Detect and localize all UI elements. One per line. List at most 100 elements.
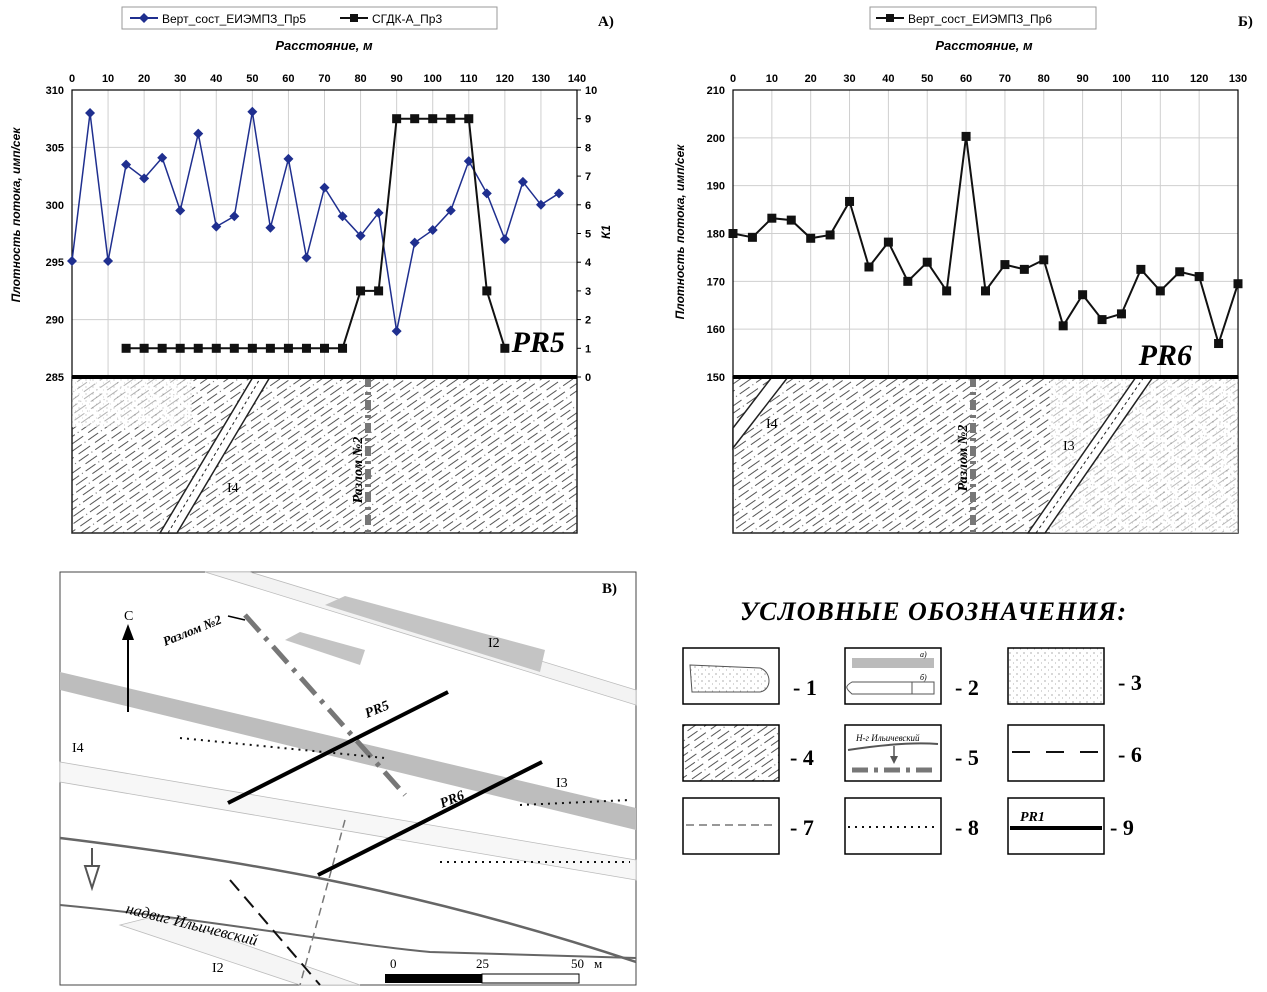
- x-tick-label: 130: [532, 73, 550, 85]
- y2-tick-label: 1: [585, 343, 591, 355]
- profile-label-pr6: PR6: [1138, 339, 1192, 372]
- data-point: [229, 211, 240, 222]
- data-point: [211, 221, 222, 232]
- data-point: [265, 343, 275, 353]
- data-point: [1058, 321, 1068, 331]
- data-point: [392, 114, 402, 124]
- x-tick-label: 30: [174, 73, 186, 85]
- data-point: [121, 343, 131, 353]
- y-tick-label: 150: [707, 372, 725, 384]
- series-line: [126, 117, 506, 350]
- chart-a-ylabel: Плотность потока, имп/сек: [9, 127, 23, 303]
- data-point: [193, 128, 204, 139]
- panel-label-b: Б): [1238, 14, 1253, 30]
- x-tick-label: 100: [1112, 73, 1130, 85]
- chart-a-legend: Верт_сост_ЕИЭМПЗ_Пр5 СГДК-А_Пр3: [121, 6, 498, 30]
- legend-9-text: PR1: [1020, 810, 1045, 825]
- x-tick-label: 90: [391, 73, 403, 85]
- data-point: [464, 114, 474, 124]
- y2-tick-label: 10: [585, 85, 597, 97]
- legend-num-7: - 7: [790, 815, 814, 840]
- section-a: Разлом №2 I4: [71, 375, 578, 534]
- data-point: [922, 257, 932, 267]
- map-panel: С Разлом №2 надвиг Ильичевский PR5 PR6 I…: [59, 571, 637, 986]
- data-point: [211, 343, 221, 353]
- data-point: [283, 343, 293, 353]
- legend-series-sgdk: СГДК-А_Пр3: [372, 12, 442, 26]
- data-point: [157, 152, 168, 163]
- data-point: [1039, 255, 1049, 265]
- data-point: [247, 106, 258, 117]
- y2-tick-label: 2: [585, 315, 591, 327]
- data-point: [1019, 264, 1029, 274]
- x-tick-label: 40: [210, 73, 222, 85]
- data-point: [961, 131, 971, 141]
- x-tick-label: 80: [1038, 73, 1050, 85]
- y-tick-label: 200: [707, 133, 725, 145]
- data-point: [463, 156, 474, 167]
- x-tick-label: 40: [882, 73, 894, 85]
- data-point: [806, 233, 816, 243]
- chart-a-y2label: К1: [599, 225, 613, 239]
- data-point: [845, 196, 855, 206]
- data-point: [1155, 286, 1165, 296]
- panel-label-a: А): [598, 14, 614, 30]
- data-point: [786, 215, 796, 225]
- y2-tick-label: 5: [585, 229, 591, 241]
- data-point: [942, 286, 952, 296]
- x-tick-label: 50: [921, 73, 933, 85]
- data-point: [67, 256, 77, 267]
- x-tick-label: 50: [246, 73, 258, 85]
- x-tick-label: 110: [1151, 73, 1169, 85]
- chart-a-xlabel: Расстояние, м: [275, 38, 373, 53]
- data-point: [446, 114, 456, 124]
- chart-a-series-sgdk: [121, 114, 510, 353]
- y-tick-label: 180: [707, 229, 725, 241]
- x-tick-label: 0: [69, 73, 75, 85]
- data-point: [121, 159, 132, 170]
- chart-b-xlabel: Расстояние, м: [935, 38, 1033, 53]
- data-point: [1136, 264, 1146, 274]
- panel-label-v: В): [602, 581, 617, 597]
- chart-b-legend: Верт_сост_ЕИЭМПЗ_Пр6: [869, 6, 1097, 30]
- data-point: [1175, 267, 1185, 277]
- data-point: [481, 188, 492, 199]
- legend-num-9: - 9: [1110, 815, 1134, 840]
- x-tick-label: 10: [766, 73, 778, 85]
- legend-2a: а): [920, 650, 927, 659]
- y2-tick-label: 6: [585, 200, 591, 212]
- chart-a-series-pr5: [67, 106, 564, 337]
- x-tick-label: 110: [460, 73, 478, 85]
- chart-a-axes: 0 10 20 30 40 50 60 70 80 90 100 110 120 130 140285290…: [46, 73, 598, 384]
- data-point: [337, 211, 348, 222]
- data-point: [1214, 339, 1224, 349]
- y-tick-label: 160: [707, 324, 725, 336]
- y-tick-label: 310: [46, 85, 64, 97]
- data-point: [175, 205, 186, 216]
- legend-2b: б): [920, 673, 927, 682]
- data-point: [139, 173, 150, 184]
- chart-b: Верт_сост_ЕИЭМПЗ_Пр6 Б) Расстояние, м 0 1…: [673, 6, 1253, 384]
- data-point: [864, 262, 874, 272]
- y-tick-label: 190: [707, 181, 725, 193]
- y2-tick-label: 3: [585, 286, 591, 298]
- chart-b-axes: 0 10 20 30 40 50 60 70 80 90 100 110 120 130 150 160 170…: [707, 73, 1248, 384]
- data-point: [500, 343, 510, 353]
- scale-tick-25: 25: [476, 956, 489, 971]
- chart-b-grid: [732, 89, 1239, 378]
- section-a-fault-label: Разлом №2: [351, 437, 366, 504]
- data-point: [319, 182, 330, 193]
- chart-a: Верт_сост_ЕИЭМПЗ_Пр5 СГДК-А_Пр3 А) Расст…: [9, 6, 614, 384]
- x-tick-label: 140: [568, 73, 586, 85]
- data-point: [139, 343, 149, 353]
- legend-num-5: - 5: [955, 745, 979, 770]
- y-tick-label: 285: [46, 372, 64, 384]
- y-tick-label: 295: [46, 257, 64, 269]
- data-point: [374, 286, 384, 296]
- data-point: [85, 107, 96, 118]
- legend-num-2: - 2: [955, 675, 979, 700]
- legend-series-pr6: Верт_сост_ЕИЭМПЗ_Пр6: [908, 12, 1052, 26]
- section-a-unit-label: I4: [227, 481, 239, 496]
- legend-series-pr5: Верт_сост_ЕИЭМПЗ_Пр5: [162, 12, 306, 26]
- y-tick-label: 170: [707, 276, 725, 288]
